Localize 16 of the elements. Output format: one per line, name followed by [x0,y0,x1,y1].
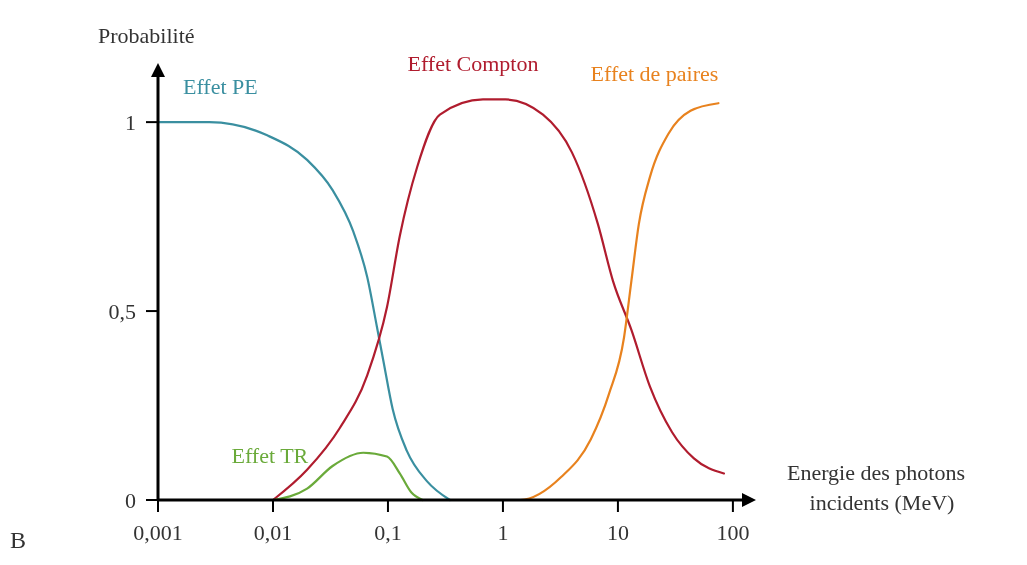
series-label: Effet TR [231,442,309,468]
series-label: Effet Compton [407,51,539,77]
x-tick-label: 10 [606,520,629,545]
series-label: Effet PE [183,74,258,100]
text: B [10,527,27,553]
x-axis-title: Energie des photons incidents (MeV) [786,460,966,515]
x-tick-label: 0,01 [253,520,293,545]
y-tick-label: 0 [125,488,136,513]
y-tick-label: 0,5 [108,299,136,325]
x-tick-label: 0,001 [133,520,183,545]
series-label: Effet de paires [590,61,719,87]
y-axis-title: Probabilité [98,23,195,48]
y-tick-label: 1 [125,110,136,136]
x-tick-label: 0,1 [374,520,402,545]
x-tick-label: 100 [716,520,750,545]
x-tick-label: 1 [497,520,509,545]
